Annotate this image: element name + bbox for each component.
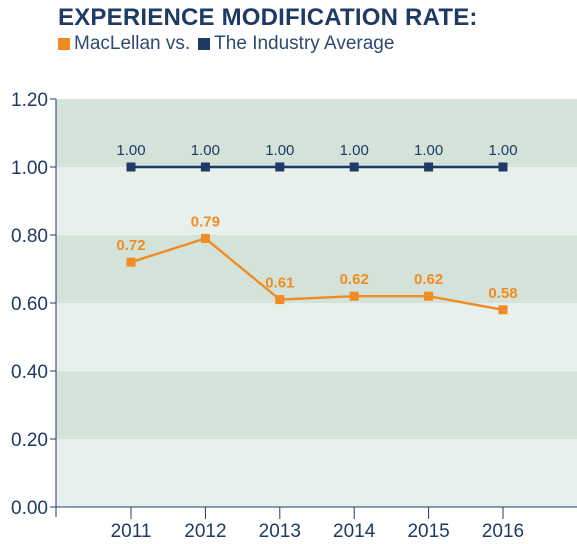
grid-band bbox=[56, 303, 577, 371]
grid-band bbox=[56, 439, 577, 507]
x-tick-label: 2013 bbox=[259, 521, 301, 542]
data-label: 0.62 bbox=[414, 271, 443, 288]
grid-band bbox=[56, 167, 577, 235]
data-label: 1.00 bbox=[414, 142, 443, 159]
y-tick-label: 0.00 bbox=[11, 498, 48, 519]
data-point bbox=[498, 162, 508, 172]
legend-swatch-maclellan bbox=[58, 38, 70, 50]
chart-title: EXPERIENCE MODIFICATION RATE: bbox=[58, 4, 478, 31]
grid-band bbox=[56, 99, 577, 167]
data-label: 1.00 bbox=[191, 142, 220, 159]
x-tick-label: 2016 bbox=[482, 521, 524, 542]
data-point bbox=[498, 305, 508, 315]
y-tick-label: 0.40 bbox=[11, 362, 48, 383]
y-tick-label: 0.80 bbox=[11, 226, 48, 247]
data-point bbox=[424, 291, 434, 301]
data-point bbox=[349, 162, 359, 172]
data-label: 0.62 bbox=[340, 271, 369, 288]
y-tick-label: 0.60 bbox=[11, 294, 48, 315]
data-point bbox=[126, 257, 136, 267]
chart-legend: MacLellan vs. The Industry Average bbox=[58, 33, 402, 55]
x-tick-label: 2011 bbox=[111, 521, 152, 542]
data-point bbox=[126, 162, 136, 172]
data-point bbox=[200, 233, 210, 243]
data-label: 1.00 bbox=[340, 142, 369, 159]
x-tick-label: 2015 bbox=[407, 521, 449, 542]
data-point bbox=[349, 291, 359, 301]
data-point bbox=[275, 162, 285, 172]
legend-item-maclellan: MacLellan vs. bbox=[58, 33, 198, 55]
grid-band bbox=[56, 235, 577, 303]
x-tick-label: 2012 bbox=[184, 521, 226, 542]
legend-label-maclellan: MacLellan vs. bbox=[74, 33, 191, 54]
legend-item-industry-average: The Industry Average bbox=[198, 33, 402, 55]
data-label: 0.72 bbox=[116, 237, 145, 254]
legend-label-industry-average: The Industry Average bbox=[214, 33, 395, 54]
legend-swatch-industry-average bbox=[198, 38, 211, 50]
data-point bbox=[275, 295, 285, 305]
x-tick-label: 2014 bbox=[333, 521, 376, 542]
data-point bbox=[424, 162, 434, 172]
data-label: 0.79 bbox=[191, 213, 220, 230]
data-point bbox=[200, 162, 210, 172]
y-tick-label: 1.00 bbox=[11, 158, 48, 179]
data-label: 0.61 bbox=[265, 275, 294, 292]
data-label: 1.00 bbox=[488, 142, 517, 159]
series-line bbox=[130, 237, 504, 311]
grid-band bbox=[56, 371, 577, 439]
y-tick-label: 0.20 bbox=[11, 430, 48, 451]
data-label: 1.00 bbox=[265, 142, 294, 159]
data-label: 0.58 bbox=[488, 285, 517, 302]
data-label: 1.00 bbox=[116, 142, 145, 159]
y-tick-label: 1.20 bbox=[11, 90, 48, 111]
